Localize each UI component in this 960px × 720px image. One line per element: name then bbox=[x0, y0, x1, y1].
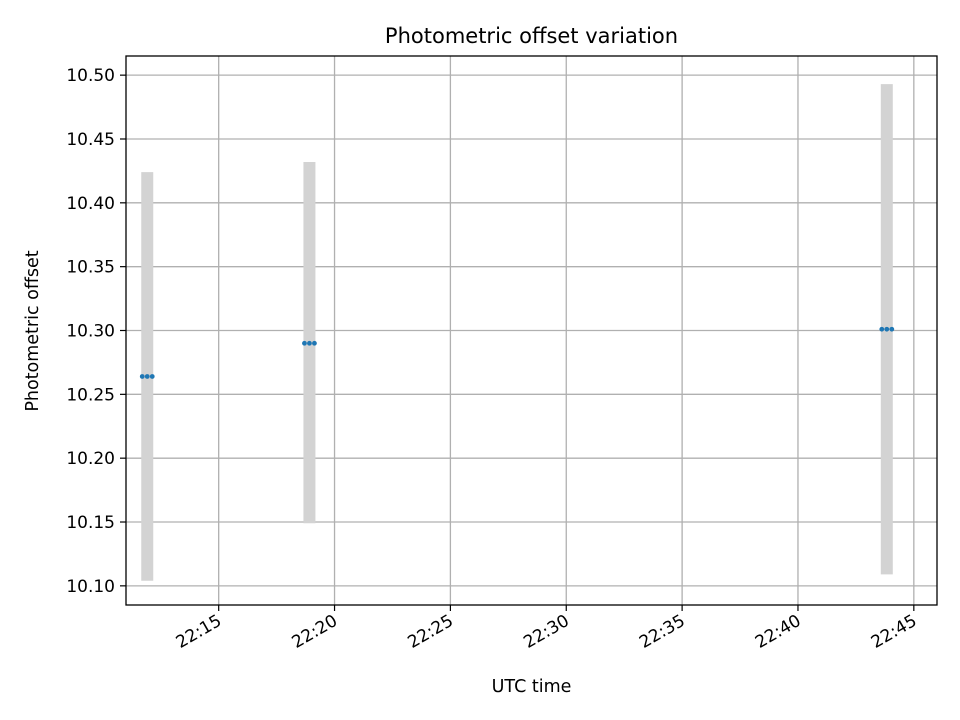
marker-layer bbox=[139, 326, 895, 379]
data-point-marker bbox=[302, 340, 307, 346]
grid-layer bbox=[126, 56, 937, 605]
data-point-marker bbox=[139, 374, 145, 379]
y-tick-label: 10.25 bbox=[66, 385, 115, 405]
x-axis-label: UTC time bbox=[492, 677, 572, 697]
y-tick-label: 10.45 bbox=[66, 130, 115, 150]
data-point bbox=[139, 374, 155, 379]
data-point-marker bbox=[884, 326, 890, 332]
y-tick-label: 10.50 bbox=[66, 66, 115, 86]
y-axis-label: Photometric offset bbox=[23, 250, 43, 411]
data-point-marker bbox=[879, 326, 885, 332]
y-tick-label: 10.30 bbox=[66, 322, 115, 342]
data-point-marker bbox=[144, 374, 150, 379]
y-tick-label: 10.40 bbox=[66, 194, 115, 214]
data-point-marker bbox=[312, 340, 317, 346]
y-tick-label: 10.20 bbox=[66, 449, 115, 469]
data-point-marker bbox=[889, 326, 895, 332]
data-point bbox=[879, 326, 895, 332]
data-point-marker bbox=[307, 340, 312, 346]
y-tick-label: 10.15 bbox=[66, 513, 115, 533]
y-tick-label: 10.10 bbox=[66, 577, 115, 597]
chart-title: Photometric offset variation bbox=[385, 24, 678, 48]
data-point bbox=[302, 340, 317, 346]
y-tick-label: 10.35 bbox=[66, 258, 115, 278]
data-point-marker bbox=[149, 374, 155, 379]
